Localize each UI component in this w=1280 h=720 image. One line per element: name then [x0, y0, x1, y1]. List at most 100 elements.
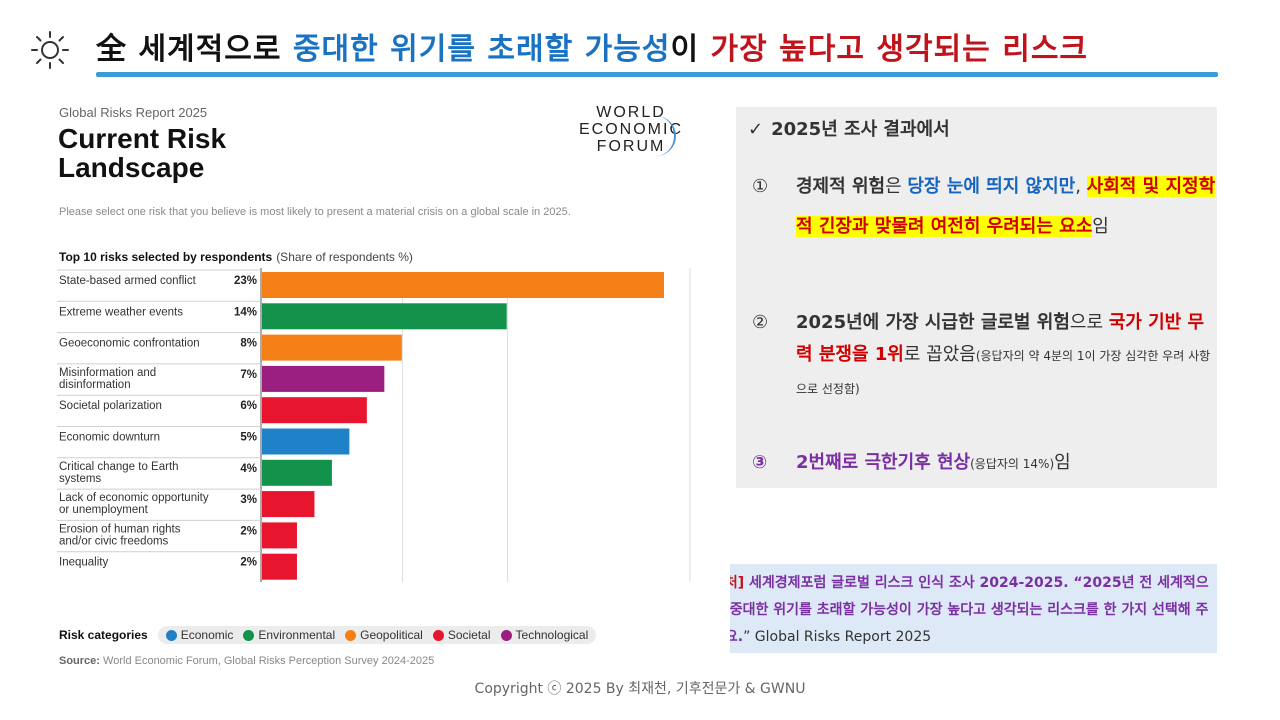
legend-item-societal: Societal [432, 628, 491, 642]
legend-title: Risk categories [59, 628, 148, 642]
point-1-number: ① [752, 176, 769, 197]
point-2-text-a: 으로 [1069, 312, 1109, 333]
point-2-red-text: 국가 기반 무력 분쟁을 1위 [796, 312, 1205, 365]
legend-label: Environmental [258, 628, 336, 642]
value-label: 7% [240, 369, 257, 381]
point-1-ending: 임 [1092, 216, 1109, 237]
title-part-2: 중대한 위기를 초래할 가능성 [292, 32, 671, 67]
citation-source-tag: 출처] [730, 575, 745, 591]
legend-label: Societal [447, 628, 491, 642]
citation-text: 출처] 세계경제포럼 글로벌 리스크 인식 조사 2024-2025. “202… [730, 570, 1212, 651]
source-label: Source: [59, 655, 100, 667]
chart-heading-sub: (Share of respondents %) [276, 250, 413, 264]
bar-8 [262, 491, 315, 518]
copyright-footer: Copyright ⓒ 2025 By 최재천, 기후전문가 & GWNU [474, 681, 806, 697]
point-2-note: (응답자의 약 4분의 1이 가장 심각한 우려 사항으로 선정함) [796, 349, 1211, 396]
report-title: Current Risk Landscape [58, 123, 227, 183]
chart-legend: Risk categories Economic Environmental Geo… [59, 626, 597, 644]
risk-bar-chart: State-based armed conflict 23% Extreme wea… [57, 268, 691, 582]
check-icon: ✓ [748, 119, 764, 140]
category-label: Lack of economic opportunity [59, 492, 209, 504]
point-3-purple-text: 2번째로 극한기후 현상 [796, 452, 971, 473]
point-2-text-b: 로 꼽았음 [903, 344, 976, 365]
point-2-term: 2025년에 가장 시급한 글로벌 위험 [796, 312, 1070, 333]
bar-5 [262, 397, 367, 424]
wef-logo-line-2: ECONOMIC [579, 121, 683, 138]
legend-dot-icon [500, 629, 512, 641]
category-label: systems [59, 473, 101, 485]
category-label: State-based armed conflict [59, 275, 197, 287]
wef-logo: WORLD ECONOMIC FORUM [566, 104, 696, 156]
bar-3 [262, 334, 402, 361]
legend-item-technological: Technological [500, 628, 589, 642]
legend-item-economic: Economic [165, 628, 234, 642]
report-subtitle: Global Risks Report 2025 [59, 105, 208, 120]
value-label: 8% [240, 338, 257, 350]
bar-6 [262, 428, 350, 455]
legend-dot-icon [243, 629, 255, 641]
value-label: 4% [240, 463, 257, 475]
page-title: 全 세계적으로 중대한 위기를 초래할 가능성이 가장 높다고 생각되는 리스크 [96, 24, 1088, 68]
title-part-4: 가장 높다고 생각되는 리스크 [710, 32, 1089, 67]
point-3-note: (응답자의 14%) [970, 457, 1055, 471]
category-label: Extreme weather events [59, 306, 183, 318]
summary-point-2: ② 2025년에 가장 시급한 글로벌 위험으로 국가 기반 무력 분쟁을 1위… [752, 307, 1216, 405]
survey-prompt: Please select one risk that you believe … [59, 206, 571, 218]
value-label: 5% [240, 432, 257, 444]
bar-7 [262, 459, 332, 486]
citation-plain-text: ” Global Risks Report 2025 [743, 629, 932, 645]
summary-point-1: ① 경제적 위험은 당장 눈에 띄지 않지만, 사회적 및 지정학적 긴장과 맞… [752, 167, 1216, 247]
citation-box: 출처] 세계경제포럼 글로벌 리스크 인식 조사 2024-2025. “202… [730, 564, 1217, 653]
title-part-3: 이 [670, 32, 711, 67]
legend-item-geopolitical: Geopolitical [345, 628, 423, 642]
summary-panel: ✓ 2025년 조사 결과에서 ① 경제적 위험은 당장 눈에 띄지 않지만, 사… [736, 107, 1217, 488]
chart-heading: Top 10 risks selected by respondents (Sha… [59, 250, 413, 264]
point-2-number: ② [752, 312, 769, 333]
legend-label: Technological [515, 628, 589, 642]
title-part-1: 全 세계적으로 [96, 32, 293, 67]
point-1-term: 경제적 위험 [796, 176, 886, 197]
summary-heading-text: 2025년 조사 결과에서 [771, 119, 950, 140]
legend-dot-icon [165, 629, 177, 641]
point-1-comma: , [1075, 176, 1087, 197]
category-label: disinformation [59, 379, 131, 391]
category-label: Economic downturn [59, 432, 160, 444]
point-3-number: ③ [752, 452, 768, 473]
category-label: Misinformation and [59, 367, 156, 379]
category-label: Geoeconomic confrontation [59, 338, 200, 350]
bar-1 [262, 272, 664, 298]
bar-2 [262, 303, 507, 330]
category-label: or unemployment [59, 504, 149, 516]
legend-dot-icon [345, 629, 357, 641]
bar-9 [262, 522, 297, 549]
legend-dot-icon [432, 629, 444, 641]
value-label: 3% [240, 494, 257, 506]
wef-logo-arc [636, 116, 676, 156]
legend-item-environmental: Environmental [243, 628, 335, 642]
value-label: 2% [240, 557, 257, 569]
summary-point-3: ③ 2번째로 극한기후 현상(응답자의 14%)임 [752, 443, 1216, 484]
value-label: 2% [240, 525, 257, 537]
bar-4 [262, 365, 385, 392]
point-3-ending: 임 [1054, 452, 1071, 473]
title-underline [96, 72, 1218, 77]
category-label: Critical change to Earth [59, 461, 179, 473]
point-1-text-a: 은 [885, 176, 908, 197]
summary-heading: ✓ 2025년 조사 결과에서 [748, 115, 950, 141]
point-1-blue-text: 당장 눈에 띄지 않지만 [907, 176, 1076, 197]
category-label: Erosion of human rights [59, 523, 181, 535]
legend-label: Economic [180, 628, 234, 642]
value-label: 23% [234, 275, 257, 287]
legend-items: Economic Environmental Geopolitical Societa… [157, 626, 597, 644]
value-label: 6% [240, 400, 257, 412]
value-label: 14% [234, 306, 257, 318]
sun-icon [31, 31, 69, 69]
wef-logo-line-1: WORLD [596, 104, 666, 121]
chart-source: Source: World Economic Forum, Global Ris… [59, 655, 434, 667]
category-label: and/or civic freedoms [59, 535, 169, 547]
citation-bold-text: 세계경제포럼 글로벌 리스크 인식 조사 2024-2025. “2025년 전… [730, 575, 1209, 645]
bar-10 [262, 553, 297, 580]
category-label: Inequality [59, 557, 108, 569]
chart-heading-label: Top 10 risks selected by respondents [59, 250, 273, 264]
source-text: World Economic Forum, Global Risks Perce… [103, 655, 435, 667]
